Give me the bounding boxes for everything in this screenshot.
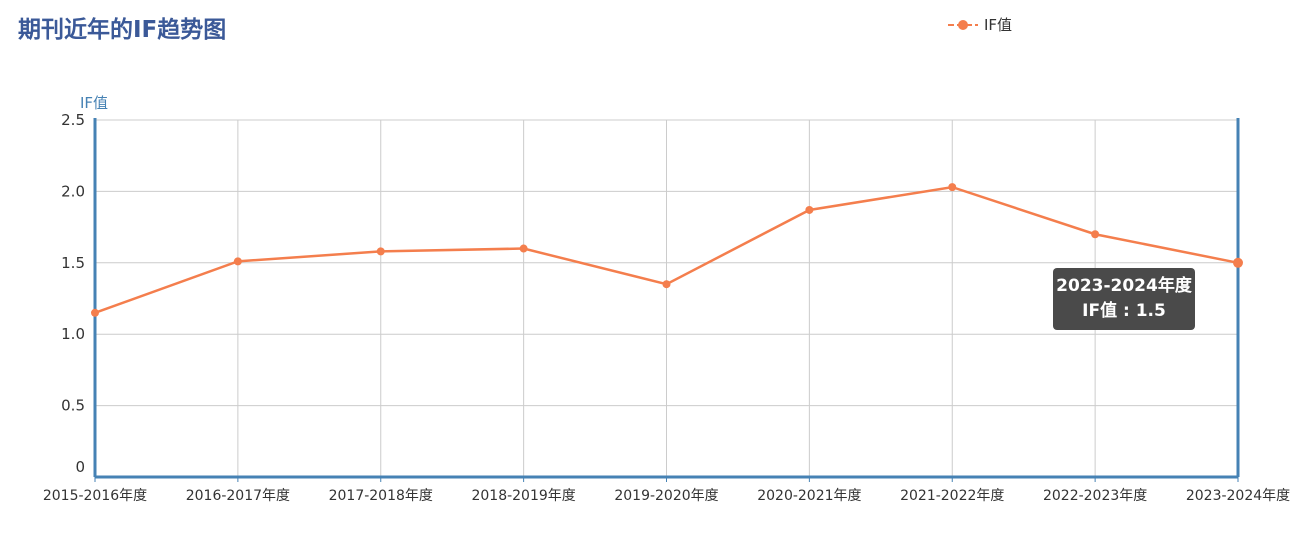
x-tick-label: 2021-2022年度 [900, 488, 1004, 504]
tooltip: 2023-2024年度 IF值 : 1.5 [1053, 268, 1195, 330]
y-tick-label: 1.0 [61, 325, 85, 343]
y-ticks: 0 0.5 1.0 1.5 2.0 2.5 [61, 111, 85, 476]
data-point [805, 205, 814, 214]
legend-label: IF值 [984, 16, 1013, 34]
y-tick-label: 0.5 [61, 397, 85, 415]
x-tick-label: 2015-2016年度 [43, 488, 147, 504]
legend-line-icon [948, 19, 978, 30]
grid [95, 119, 1238, 477]
data-point [1091, 230, 1100, 239]
x-tick-label: 2019-2020年度 [614, 488, 718, 504]
x-ticks: 2015-2016年度 2016-2017年度 2017-2018年度 2018-20… [43, 488, 1290, 504]
y-tick-label: 2.5 [61, 111, 85, 129]
tooltip-value: IF值 : 1.5 [1082, 301, 1166, 321]
x-tick-label: 2020-2021年度 [757, 488, 861, 504]
y-axis-label: IF值 [80, 94, 108, 112]
data-point [519, 244, 528, 253]
x-tick-label: 2017-2018年度 [329, 488, 433, 504]
data-point [376, 247, 385, 256]
legend[interactable]: IF值 [948, 14, 1012, 35]
y-tick-label: 0 [75, 458, 85, 476]
x-tick-label: 2023-2024年度 [1186, 488, 1290, 504]
axes [93, 118, 1240, 482]
data-point [233, 257, 242, 266]
x-tick-label: 2016-2017年度 [186, 488, 290, 504]
data-point [948, 183, 957, 192]
x-tick-label: 2022-2023年度 [1043, 488, 1147, 504]
chart-title: 期刊近年的IF趋势图 [18, 17, 227, 43]
data-point [1233, 257, 1243, 268]
data-point [662, 280, 671, 289]
x-tick-label: 2018-2019年度 [471, 488, 575, 504]
data-point [91, 308, 99, 317]
series-layer [91, 183, 1243, 317]
y-tick-label: 2.0 [61, 182, 85, 200]
y-tick-label: 1.5 [61, 254, 85, 272]
tooltip-category: 2023-2024年度 [1056, 276, 1192, 296]
